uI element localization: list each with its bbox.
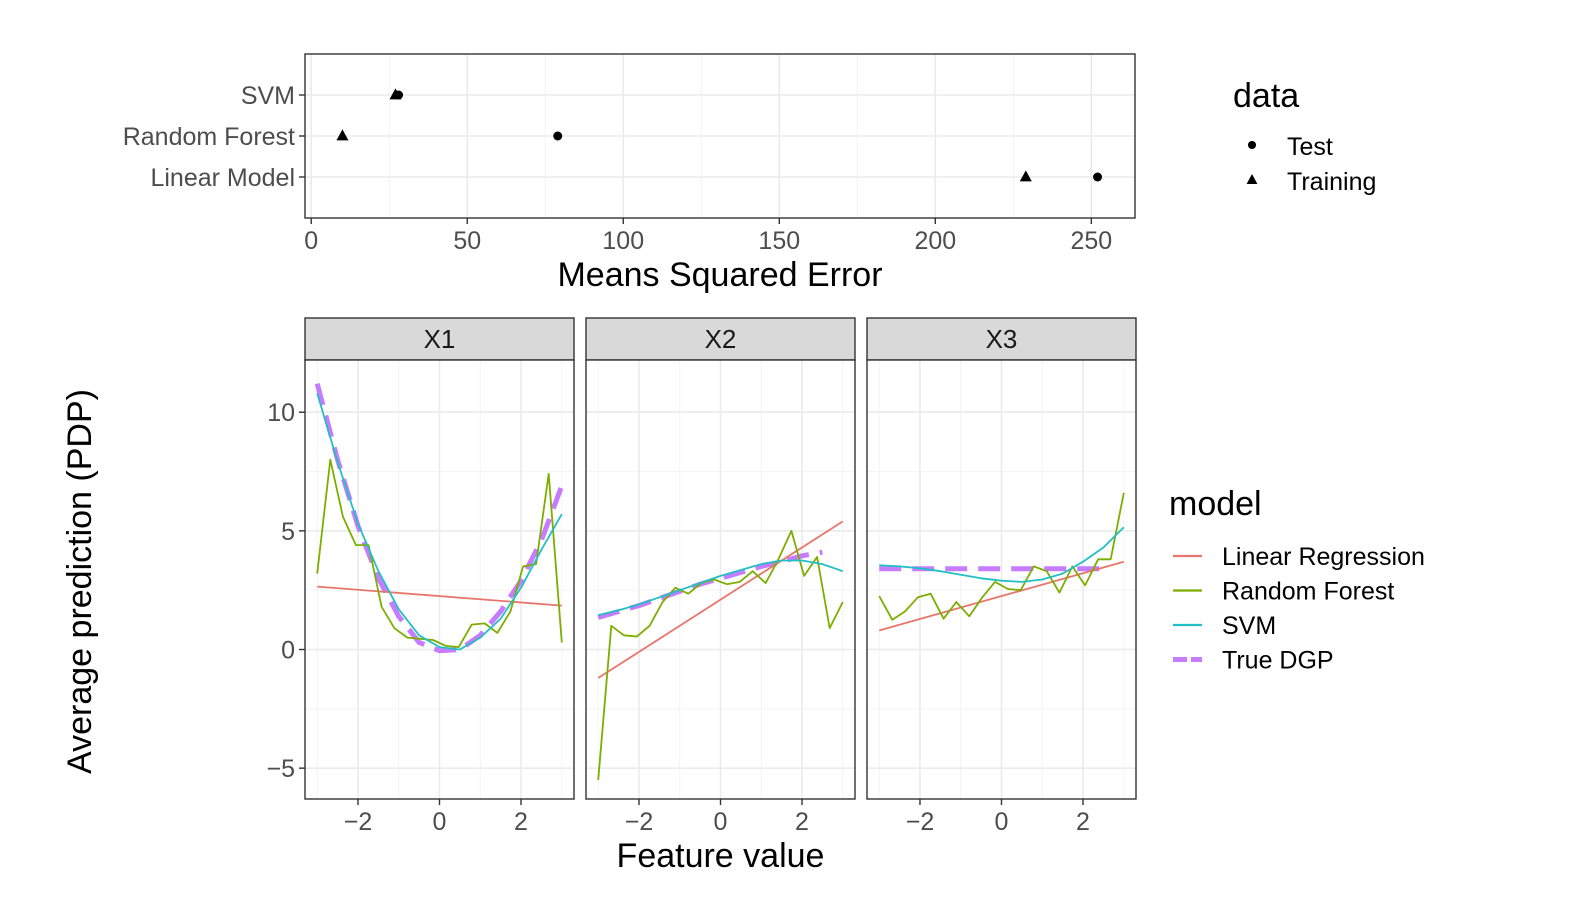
mse-plot: 0 50 100 150 200 250 SVM Random Forest Linear Mo…	[123, 53, 1136, 255]
mse-x-tick-label: 0	[304, 227, 318, 255]
line-linear-regression-x1	[317, 585, 562, 607]
pdp-x-axis-title: Feature value	[617, 837, 825, 875]
mse-category-label-linear-model: Linear Model	[150, 164, 295, 192]
line-svm-x1	[316, 392, 563, 651]
data-legend-label-test: Test	[1287, 133, 1333, 161]
model-legend-label-svm: SVM	[1222, 612, 1276, 640]
x-tick-label: 2	[1076, 808, 1090, 836]
mse-category-label-random-forest: Random Forest	[123, 123, 295, 151]
model-legend-label-random-forest: Random Forest	[1222, 578, 1394, 606]
data-legend: data Test Training	[1233, 77, 1376, 196]
x-tick-label: 0	[714, 808, 728, 836]
mse-x-tick-label: 200	[914, 227, 956, 255]
model-legend-title: model	[1169, 485, 1262, 523]
mse-point-test-linear-model	[1093, 172, 1103, 182]
pdp-panel-x1: X1 −2 0 2 −5 0 5 10	[266, 317, 575, 836]
mse-point-training-random-forest	[336, 129, 349, 141]
data-legend-key-test	[1247, 140, 1257, 150]
x-tick-label: 2	[795, 808, 809, 836]
line-svm-x3	[879, 526, 1125, 583]
y-tick-label: 10	[267, 399, 295, 427]
line-random-forest-x3	[878, 492, 1125, 621]
x-tick-label: −2	[344, 808, 373, 836]
x-tick-label: 2	[514, 808, 528, 836]
mse-point-training-svm	[389, 88, 402, 100]
model-legend-label-linear-regression: Linear Regression	[1222, 543, 1425, 571]
x-tick-label: 0	[433, 808, 447, 836]
y-tick-label: 0	[281, 637, 295, 665]
line-linear-regression-x3	[878, 560, 1125, 632]
line-random-forest-x1	[316, 458, 563, 648]
mse-x-axis-title: Means Squared Error	[557, 256, 882, 294]
data-legend-label-training: Training	[1287, 168, 1376, 196]
strip-x2	[585, 317, 856, 361]
mse-point-training-linear-model	[1019, 170, 1032, 182]
strip-label-x2: X2	[705, 324, 737, 354]
strip-label-x1: X1	[424, 324, 456, 354]
model-legend: model Linear Regression Random Forest SVM Tr…	[1169, 485, 1425, 675]
data-legend-title: data	[1233, 77, 1299, 115]
y-tick-label: −5	[266, 755, 295, 783]
mse-x-tick-label: 150	[758, 227, 800, 255]
model-legend-label-true-dgp: True DGP	[1222, 647, 1334, 675]
data-legend-key-training	[1246, 174, 1258, 184]
x-tick-label: −2	[906, 808, 935, 836]
mse-point-test-random-forest	[553, 131, 563, 141]
y-tick-label: 5	[281, 518, 295, 546]
pdp-y-axis-title: Average prediction (PDP)	[61, 389, 99, 774]
strip-label-x3: X3	[986, 324, 1018, 354]
mse-x-tick-label: 100	[602, 227, 644, 255]
strip-x3	[866, 317, 1137, 361]
strip-x1	[304, 317, 575, 361]
mse-category-label-svm: SVM	[241, 82, 295, 110]
line-linear-regression-x2	[597, 520, 844, 679]
mse-x-tick-label: 250	[1070, 227, 1112, 255]
x-tick-label: 0	[995, 808, 1009, 836]
line-svm-x2	[597, 559, 844, 616]
pdp-plot: X1 −2 0 2 −5 0 5 10 X2 −2 0 2 X3 −2 0 2	[266, 317, 1137, 836]
pdp-panel-x2: X2 −2 0 2	[585, 317, 856, 836]
x-tick-label: −2	[625, 808, 654, 836]
mse-x-tick-label: 50	[453, 227, 481, 255]
line-random-forest-x2	[597, 530, 844, 781]
pdp-panel-x3: X3 −2 0 2	[866, 317, 1137, 836]
line-true-dgp-x1	[314, 383, 565, 654]
